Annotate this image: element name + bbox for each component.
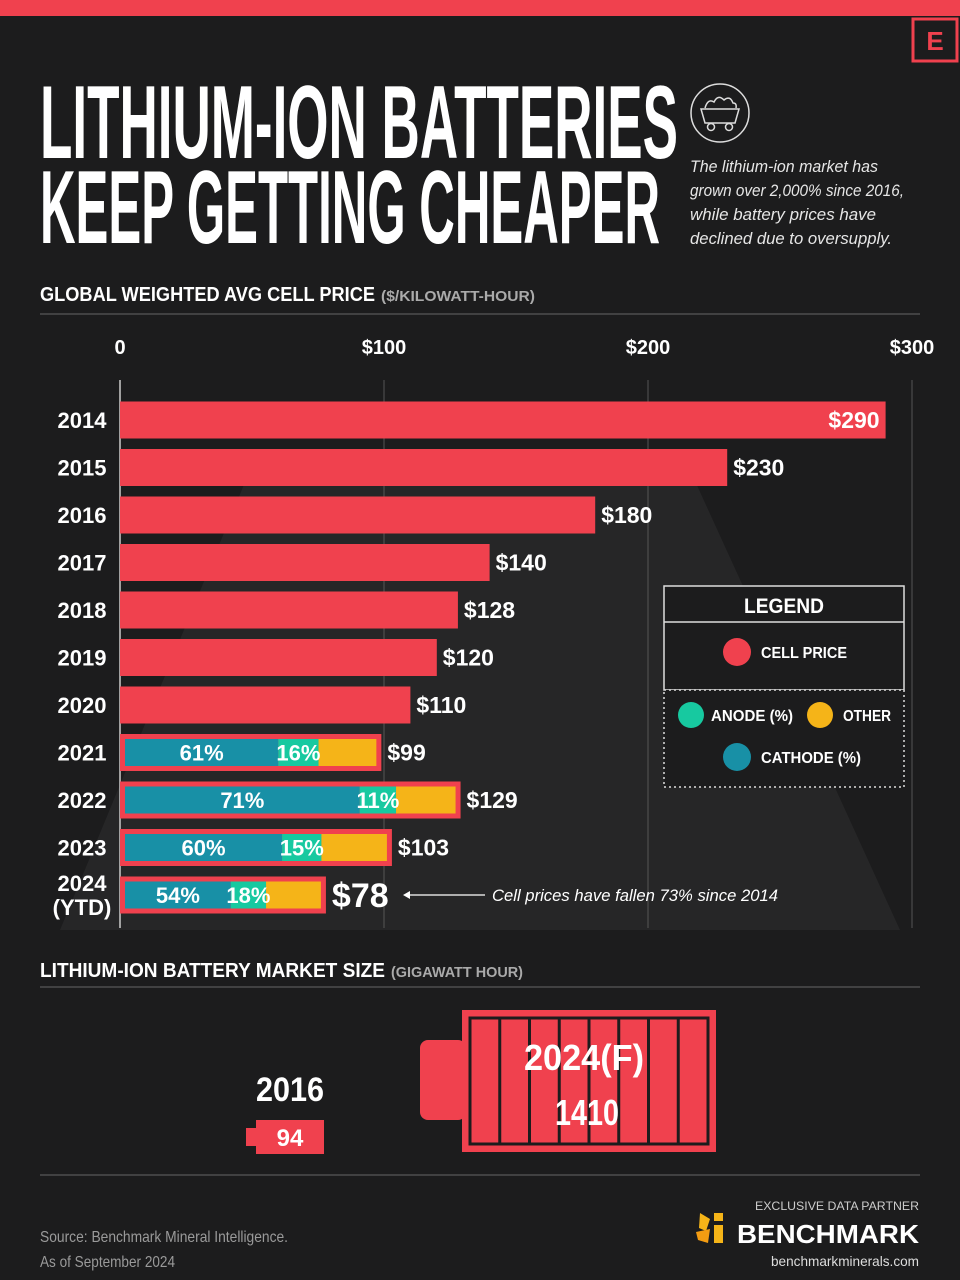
legend-swatch-other — [807, 702, 833, 728]
source-text: Source: Benchmark Mineral Intelligence. — [40, 1229, 288, 1246]
annotation-text: Cell prices have fallen 73% since 2014 — [492, 886, 778, 905]
cathode-pct-label: 61% — [180, 741, 224, 766]
bar-2014 — [120, 401, 886, 439]
y-tick-label: 2014 — [58, 408, 108, 433]
anode-pct-label: 11% — [356, 788, 399, 813]
y-tick-label: 2022 — [58, 788, 107, 813]
segment-cathode — [125, 834, 283, 861]
y-tick-label: 2021 — [58, 741, 107, 766]
annotation: Cell prices have fallen 73% since 2014 — [403, 886, 778, 905]
bar-2015 — [120, 449, 728, 486]
anode-pct-label: 18% — [226, 883, 270, 908]
y-tick-label: (YTD) — [53, 895, 112, 920]
date-text: As of September 2024 — [40, 1254, 175, 1271]
intro-line-3: while battery prices have — [690, 205, 876, 224]
brand-logo: E — [911, 17, 959, 63]
y-tick-label: 2020 — [58, 693, 107, 718]
value-label: $103 — [398, 835, 449, 861]
legend-label-other: OTHER — [843, 708, 891, 725]
y-tick-label: 2023 — [58, 836, 107, 861]
legend-title: LEGEND — [744, 595, 824, 618]
y-tick-label: 2018 — [58, 598, 107, 623]
intro-line-1: The lithium-ion market has — [690, 157, 878, 176]
top-accent-bar — [0, 0, 960, 16]
legend-swatch-anode — [678, 702, 704, 728]
value-label: $110 — [416, 692, 466, 718]
bar-2017 — [120, 544, 490, 581]
cathode-pct-label: 60% — [182, 836, 226, 861]
intro-line-4: declined due to oversupply. — [690, 229, 892, 248]
segment-other — [396, 786, 456, 814]
y-tick-label: 2015 — [58, 456, 107, 481]
segment-anode — [230, 881, 267, 909]
chart-unit: ($/KILOWATT-HOUR) — [381, 288, 535, 305]
segment-anode — [359, 786, 397, 814]
y-tick-label: 2019 — [58, 646, 107, 671]
segment-other — [321, 834, 387, 861]
value-label: $290 — [828, 407, 879, 433]
bar-2018 — [120, 591, 458, 629]
market-size-unit: (GIGAWATT HOUR) — [391, 964, 523, 981]
y-tick-label: 2016 — [58, 503, 107, 528]
y-tick-label: 2024 — [58, 871, 108, 896]
legend-swatch-cell-price — [723, 638, 751, 666]
partner-url[interactable]: benchmarkminerals.com — [771, 1253, 919, 1269]
value-label: $140 — [496, 550, 547, 576]
x-tick-label: 0 — [114, 337, 125, 359]
segment-cathode — [125, 881, 231, 909]
legend-label-cathode: CATHODE (%) — [761, 750, 861, 767]
bar-2016 — [120, 496, 596, 534]
value-label: $129 — [467, 787, 518, 813]
bar-2020 — [120, 686, 411, 724]
partner-label: EXCLUSIVE DATA PARTNER — [755, 1199, 919, 1213]
battery-2024f-year: 2024(F) — [524, 1037, 644, 1078]
anode-pct-label: 16% — [276, 741, 320, 766]
legend-label-cell-price: CELL PRICE — [761, 645, 847, 662]
segment-cathode — [125, 739, 279, 766]
segment-other — [318, 739, 377, 766]
segment-other — [266, 881, 321, 909]
brand-mark: E — [926, 26, 943, 56]
cell-price-chart: 0 $100 $200 $300 2014 $290 2015 $230 2016 $180 201… — [53, 337, 935, 928]
value-label: $78 — [332, 877, 389, 915]
legend: LEGEND CELL PRICE ANODE (%) OTHER CATHOD… — [663, 585, 905, 788]
segment-anode — [282, 834, 322, 861]
x-tick-label: $100 — [362, 337, 407, 359]
value-label: $120 — [443, 645, 494, 671]
value-label: $230 — [733, 455, 784, 481]
bar-2019 — [120, 639, 437, 676]
battery-2016-year: 2016 — [256, 1071, 324, 1109]
battery-2016-value: 94 — [277, 1125, 304, 1152]
legend-label-anode: ANODE (%) — [711, 708, 793, 725]
mine-cart-icon — [690, 83, 750, 143]
value-label: $99 — [387, 740, 425, 766]
chart-title: GLOBAL WEIGHTED AVG CELL PRICE — [40, 284, 375, 306]
battery-2016: 2016 94 — [246, 1071, 324, 1154]
cathode-pct-label: 71% — [220, 788, 264, 813]
battery-2024f: 2024(F) 1410 — [420, 1010, 716, 1152]
anode-pct-label: 15% — [280, 836, 324, 861]
x-tick-label: $200 — [626, 337, 671, 359]
cathode-pct-label: 54% — [156, 883, 200, 908]
segment-cathode — [125, 786, 360, 814]
x-tick-label: $300 — [890, 337, 935, 359]
title-line-1: LITHIUM-ION BATTERIES — [40, 65, 678, 181]
benchmark-logo-icon — [696, 1213, 723, 1243]
market-size-title: LITHIUM-ION BATTERY MARKET SIZE — [40, 960, 385, 982]
title-line-2: KEEP GETTING CHEAPER — [40, 150, 660, 266]
segment-anode — [278, 739, 319, 766]
y-tick-label: 2017 — [58, 551, 107, 576]
intro-line-2: grown over 2,000% since 2016, — [690, 181, 904, 200]
partner-name: BENCHMARK — [737, 1219, 919, 1249]
value-label: $128 — [464, 597, 515, 623]
battery-2024f-value: 1410 — [555, 1092, 619, 1133]
value-label: $180 — [601, 502, 652, 528]
legend-swatch-cathode — [723, 743, 751, 771]
